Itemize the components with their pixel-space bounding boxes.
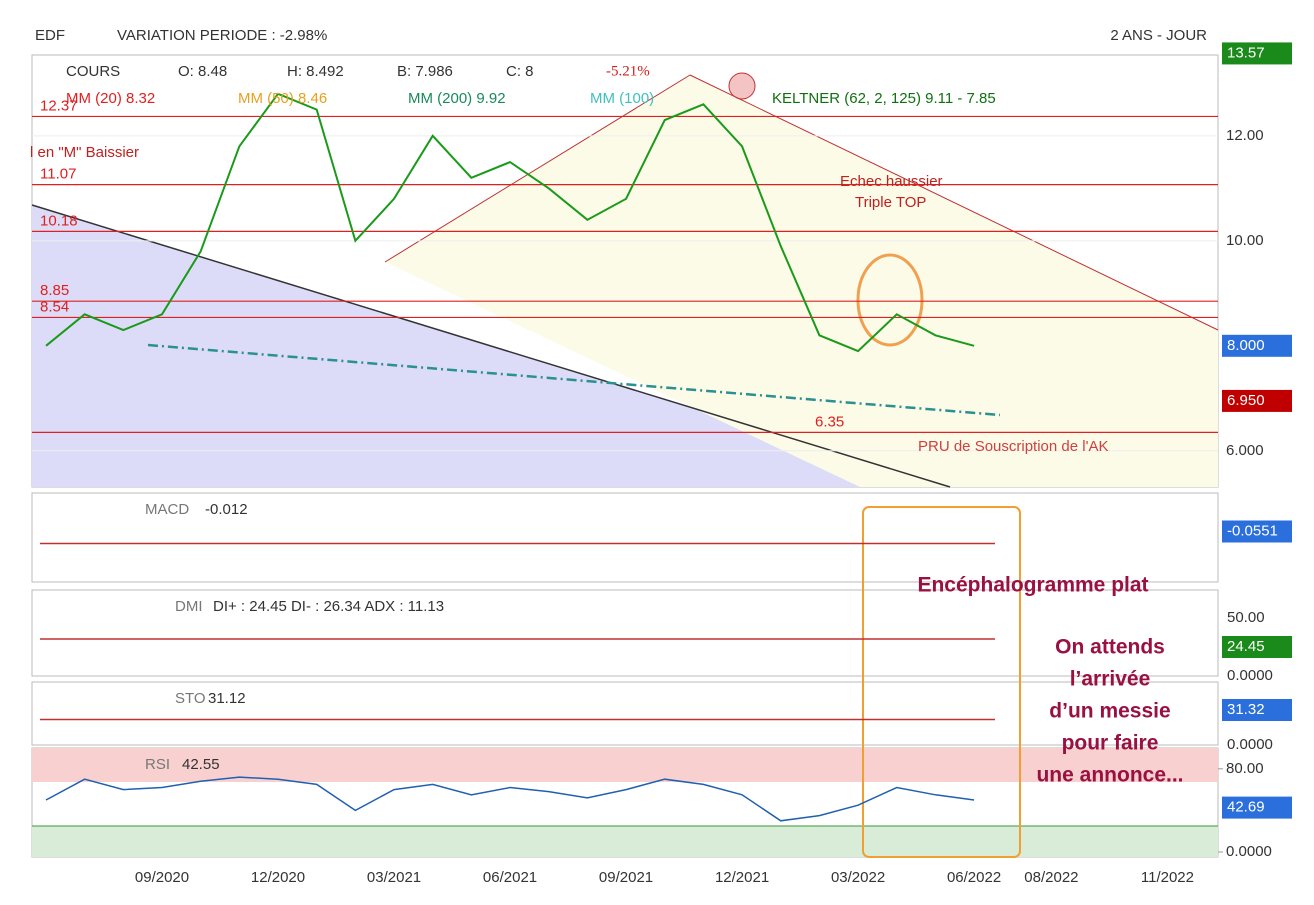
panel-reading: 42.55 [182, 756, 220, 773]
x-tick-label: 12/2021 [715, 869, 769, 886]
price-tag [1222, 389, 1292, 412]
y-tick-label: 6.000 [1226, 442, 1264, 459]
y-tick-label: 10.00 [1226, 232, 1264, 249]
rsi-line [45, 776, 975, 822]
marker [728, 72, 756, 100]
rsi-last: 42.69 [1227, 799, 1265, 816]
price-tag [1222, 334, 1292, 357]
y-tick-label: 0.0000 [1226, 843, 1272, 860]
price-line [45, 92, 975, 353]
level-label: 8.54 [40, 298, 69, 315]
symbol: EDF [35, 27, 65, 44]
y-tick-label: 12.00 [1226, 127, 1264, 144]
note: l’arrivée [1070, 668, 1151, 691]
marker [856, 253, 924, 347]
note: pour faire [1062, 732, 1159, 755]
panel-tag: 0.0000 [1227, 736, 1273, 753]
period: 2 ANS - JOUR [1110, 27, 1207, 44]
legend-entry: O: 8.48 [178, 63, 227, 80]
variation: VARIATION PERIODE : -2.98% [117, 27, 327, 44]
indicator-label: KELTNER (62, 2, 125) 9.11 - 7.85 [772, 90, 996, 107]
panel-label: MACD [145, 501, 189, 518]
panel-tag: 50.00 [1227, 609, 1265, 626]
x-tick-label: 03/2021 [367, 869, 421, 886]
x-tick-label: 06/2022 [947, 869, 1001, 886]
indicator-label: MM (100) [590, 90, 654, 107]
price-tag-label: 13.57 [1227, 44, 1265, 61]
trend-line [689, 74, 1219, 331]
panel-tag: 24.45 [1227, 638, 1265, 655]
note: d’un messie [1049, 700, 1170, 723]
x-tick-label: 09/2020 [135, 869, 189, 886]
tag-box [1222, 520, 1292, 543]
x-tick-label: 06/2021 [483, 869, 537, 886]
panel-reading: DI+ : 24.45 DI- : 26.34 ADX : 11.13 [213, 598, 444, 615]
level-label: 12.37 [40, 97, 78, 114]
indicator-label: MM (50) 8.46 [238, 90, 327, 107]
legend-entry: -5.21% [606, 63, 650, 79]
level-label: 10.18 [40, 212, 78, 229]
price-tag-label: 6.950 [1227, 392, 1265, 409]
x-tick-label: 09/2021 [599, 869, 653, 886]
price-tag [1222, 42, 1292, 65]
note: On attends [1055, 636, 1165, 659]
legend-entry: C: 8 [506, 63, 534, 80]
panel-tag: 31.32 [1227, 701, 1265, 718]
panel-label: STO [175, 690, 206, 707]
indicator-label: MM (20) 8.32 [66, 90, 155, 107]
level-label: 11.07 [40, 166, 76, 183]
indicator-label: MM (200) 9.92 [408, 90, 506, 107]
legend-entry: COURS [66, 63, 120, 80]
trend-line [147, 343, 1001, 417]
oversold-zone [32, 826, 1218, 857]
panel-reading: 31.12 [208, 690, 246, 707]
panel-label: DMI [175, 598, 203, 615]
tag-box [1222, 636, 1292, 658]
panel-tag: -0.0551 [1227, 522, 1278, 539]
legend-entry: H: 8.492 [287, 63, 344, 80]
x-tick-label: 11/2022 [1141, 869, 1194, 886]
annotation: Triple TOP [855, 194, 926, 211]
level-label: 6.35 [815, 413, 844, 430]
x-tick-label: 08/2022 [1024, 869, 1078, 886]
x-tick-label: 12/2020 [251, 869, 305, 886]
legend-entry: B: 7.986 [397, 63, 453, 80]
x-tick-label: 03/2022 [831, 869, 885, 886]
price-tag-label: 8.000 [1227, 337, 1265, 354]
panel-label: RSI [145, 756, 170, 773]
annotation: PRU de Souscription de l'AK [918, 438, 1108, 455]
highlight-box [862, 506, 1021, 858]
note: Encéphalogramme plat [917, 574, 1148, 597]
panel-tag: 0.0000 [1227, 667, 1273, 684]
panel [31, 589, 1219, 677]
trend-line [31, 204, 951, 488]
y-tick-label: 80.00 [1226, 760, 1264, 777]
note: une annonce... [1036, 764, 1183, 787]
tag-box [1222, 699, 1292, 721]
pitchfork-fill [385, 75, 1218, 487]
panel-reading: -0.012 [205, 501, 248, 518]
tag-box [1222, 796, 1292, 819]
annotation: Echec haussier [840, 173, 943, 190]
annotation: l en "M" Baissier [30, 144, 139, 161]
level-label: 8.85 [40, 282, 69, 299]
